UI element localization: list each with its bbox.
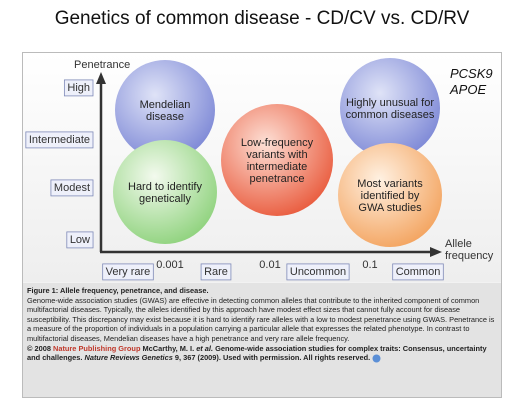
level-label: Intermediate (29, 134, 90, 146)
region-line: disease (146, 111, 184, 123)
caption-body: Genome-wide association studies (GWAS) a… (27, 295, 495, 343)
diagram: Penetrance High Intermediate Modest Low Ver… (23, 53, 501, 282)
region-line: Most variants (357, 178, 423, 190)
region-line: Mendelian (140, 99, 191, 111)
caption-credit: © 2008 Nature Publishing Group McCarthy,… (27, 344, 497, 363)
slide-title: Genetics of common disease - CD/CV vs. C… (54, 8, 470, 29)
region-circle (113, 140, 217, 244)
y-arrow (96, 72, 106, 84)
caption-heading: Figure 1: Allele frequency, penetrance, … (27, 286, 209, 295)
level-box (200, 263, 232, 281)
gene: PCSK9 (450, 66, 493, 81)
caption: Figure 1: Allele frequency, penetrance, … (23, 283, 501, 397)
region-circle (115, 60, 215, 160)
region-line: intermediate (247, 161, 308, 173)
level-label: Very rare (106, 266, 151, 278)
level-label: Low (70, 234, 90, 246)
level-box (25, 131, 94, 149)
level-label: Modest (54, 182, 90, 194)
level-box (286, 263, 350, 281)
y-axis-label: Penetrance (74, 59, 130, 71)
threshold-label: 0.001 (156, 259, 184, 271)
region-circle (221, 104, 333, 216)
credit-text: 9, 367 (2009). Used with permission. All… (172, 353, 371, 363)
region-label: Hard to identify genetically (128, 181, 202, 205)
region-line: identified by (361, 190, 420, 202)
region-label: Mendelian disease (140, 99, 191, 123)
region-circle (340, 58, 440, 158)
region-label: Most variants identified by GWA studies (357, 178, 423, 214)
threshold-label: 0.1 (362, 259, 377, 271)
gene: APOE (449, 82, 486, 97)
region-line: Hard to identify (128, 181, 202, 193)
publisher-link[interactable]: Nature Publishing Group (53, 343, 141, 353)
level-box (63, 79, 94, 97)
credit-text: Nature Reviews Genetics (84, 353, 173, 363)
level-box (66, 231, 94, 249)
level-box (50, 179, 94, 197)
region-label: Highly unusual for common diseases (346, 97, 435, 121)
region-circle (338, 143, 442, 247)
level-label: High (67, 82, 90, 94)
level-label: Common (396, 266, 441, 278)
level-label: Rare (204, 266, 228, 278)
region-line: GWA studies (358, 202, 422, 214)
region-line: penetrance (249, 173, 304, 185)
threshold-label: 0.01 (259, 259, 280, 271)
credit-text: Genome-wide association studies for comp… (27, 343, 487, 363)
region-line: common diseases (346, 109, 435, 121)
x-axis-label: Allele frequency (445, 238, 494, 262)
region-line: genetically (139, 193, 191, 205)
level-box (392, 263, 444, 281)
region-line: Highly unusual for (346, 97, 434, 109)
region-label: Low-frequency variants with intermediate pe… (241, 137, 314, 185)
credit-text: McCarthy, M. I. (140, 343, 197, 353)
level-box (102, 263, 154, 281)
x-arrow (430, 247, 442, 257)
info-icon[interactable] (372, 354, 381, 363)
region-line: Low-frequency (241, 137, 314, 149)
credit-text: et al. (196, 343, 214, 353)
credit-text: © 2008 (27, 343, 53, 353)
level-label: Uncommon (290, 266, 346, 278)
region-line: variants with (246, 149, 307, 161)
